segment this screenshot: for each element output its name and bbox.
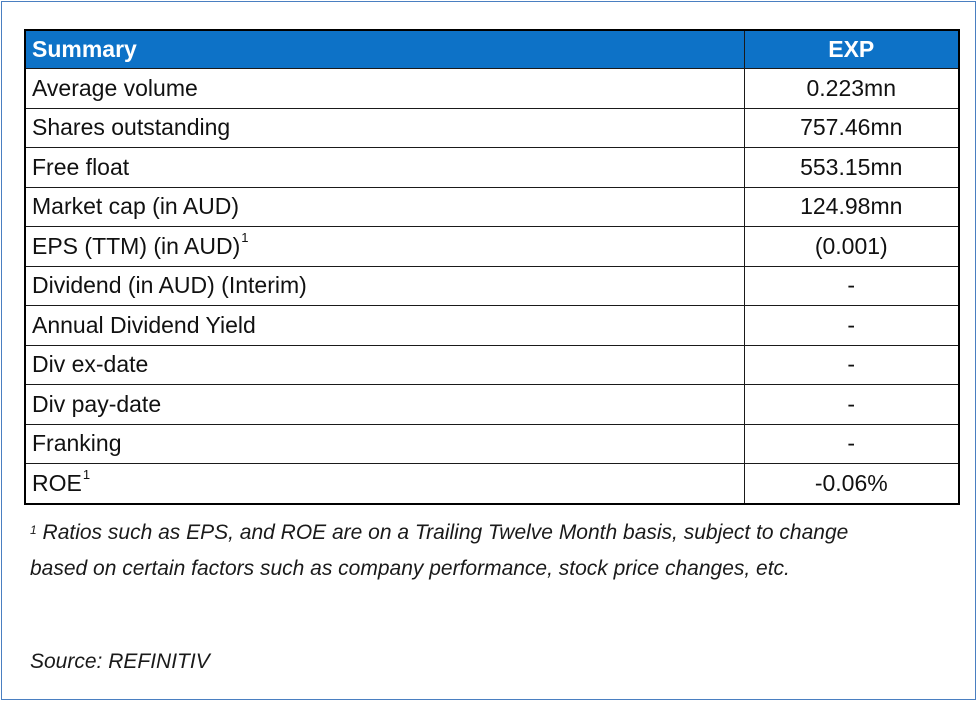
- row-label: Free float: [24, 147, 745, 188]
- footnote-marker: 1: [30, 523, 37, 537]
- row-value: 0.223mn: [743, 68, 960, 109]
- row-label: ROE1: [24, 463, 745, 504]
- table-header-row: Summary EXP: [24, 29, 960, 69]
- table-row: Free float 553.15mn: [24, 147, 960, 188]
- row-value: -: [743, 423, 960, 464]
- row-label-text: Div ex-date: [32, 351, 149, 378]
- table-row: Annual Dividend Yield -: [24, 305, 960, 346]
- source-note: Source: REFINITIV: [30, 650, 210, 673]
- row-label: EPS (TTM) (in AUD)1: [24, 226, 745, 267]
- row-label: Div ex-date: [24, 344, 745, 385]
- row-label-text: EPS (TTM) (in AUD): [32, 232, 241, 259]
- table-row: Average volume 0.223mn: [24, 68, 960, 109]
- table-row: ROE1 -0.06%: [24, 463, 960, 504]
- row-value: -: [743, 265, 960, 306]
- row-label-text: Average volume: [32, 74, 198, 101]
- row-label-text: Free float: [32, 153, 130, 180]
- summary-table: Summary EXP Average volume 0.223mn Shares …: [24, 29, 960, 505]
- header-summary: Summary: [24, 29, 745, 69]
- table-row: Market cap (in AUD) 124.98mn: [24, 186, 960, 227]
- row-value: 124.98mn: [743, 186, 960, 227]
- row-label-text: Annual Dividend Yield: [32, 311, 256, 338]
- row-label: Dividend (in AUD) (Interim): [24, 265, 745, 306]
- table-row: Franking -: [24, 423, 960, 464]
- row-label-text: Franking: [32, 430, 122, 457]
- row-value: (0.001): [743, 226, 960, 267]
- row-label-text: Dividend (in AUD) (Interim): [32, 272, 307, 299]
- row-value: -: [743, 305, 960, 346]
- row-label-text: Market cap (in AUD): [32, 193, 240, 220]
- footnote: 1 Ratios such as EPS, and ROE are on a T…: [30, 515, 960, 587]
- row-value: 757.46mn: [743, 107, 960, 148]
- table-row: Dividend (in AUD) (Interim) -: [24, 265, 960, 306]
- row-label: Franking: [24, 423, 745, 464]
- row-label-text: Div pay-date: [32, 390, 162, 417]
- footnote-line-2: based on certain factors such as company…: [30, 557, 790, 580]
- row-label: Shares outstanding: [24, 107, 745, 148]
- table-body: Average volume 0.223mn Shares outstanding 7…: [24, 68, 960, 504]
- table-row: Div pay-date -: [24, 384, 960, 425]
- header-ticker: EXP: [743, 29, 960, 69]
- row-label: Annual Dividend Yield: [24, 305, 745, 346]
- row-label-text: ROE: [32, 469, 82, 496]
- row-value: -: [743, 344, 960, 385]
- row-label: Market cap (in AUD): [24, 186, 745, 227]
- footnote-text-1: Ratios such as EPS, and ROE are on a Tra…: [42, 521, 849, 544]
- footnote-line-1: 1 Ratios such as EPS, and ROE are on a T…: [30, 515, 960, 551]
- footnote-ref: 1: [241, 229, 249, 245]
- row-value: -0.06%: [743, 463, 960, 504]
- table-row: EPS (TTM) (in AUD)1 (0.001): [24, 226, 960, 267]
- table-row: Shares outstanding 757.46mn: [24, 107, 960, 148]
- table-row: Div ex-date -: [24, 344, 960, 385]
- footnote-ref: 1: [82, 466, 91, 482]
- row-value: 553.15mn: [743, 147, 960, 188]
- row-label-text: Shares outstanding: [32, 114, 231, 141]
- row-label: Average volume: [24, 68, 745, 109]
- row-value: -: [743, 384, 960, 425]
- row-label: Div pay-date: [24, 384, 745, 425]
